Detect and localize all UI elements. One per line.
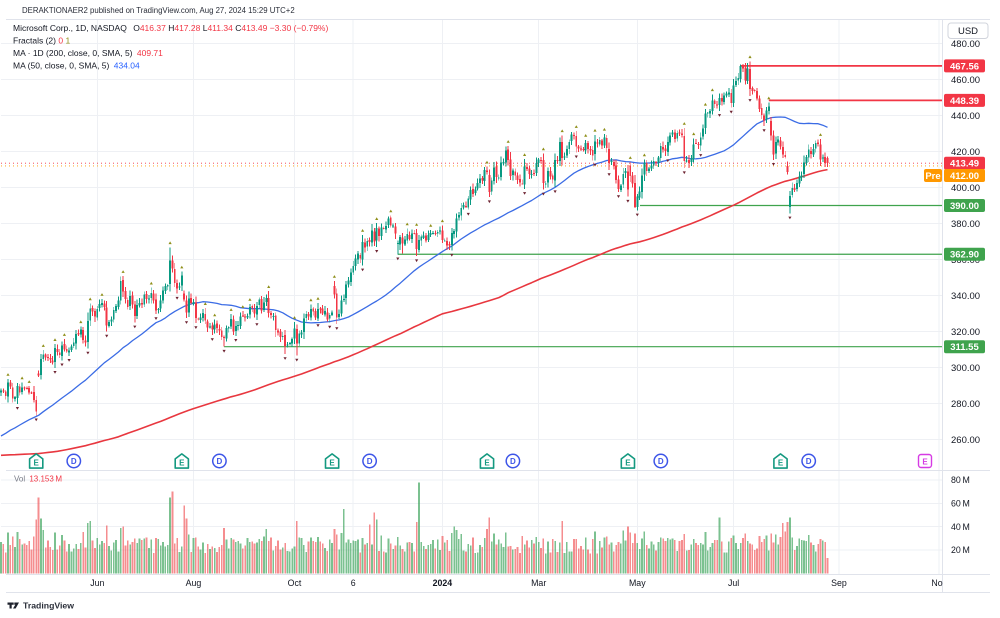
svg-text:D: D [510, 457, 516, 466]
svg-text:300.00: 300.00 [951, 363, 980, 374]
svg-text:E: E [778, 459, 784, 468]
svg-text:E: E [625, 459, 631, 468]
svg-text:320.00: 320.00 [951, 327, 980, 338]
svg-text:DERAKTIONAER2 published on Tra: DERAKTIONAER2 published on TradingView.c… [22, 6, 295, 15]
svg-text:Mar: Mar [531, 578, 546, 588]
svg-text:420.00: 420.00 [951, 147, 980, 158]
svg-text:6: 6 [351, 578, 356, 588]
svg-text:Pre: Pre [925, 171, 940, 182]
svg-text:Vol 13.153 M: Vol 13.153 M [14, 475, 62, 484]
svg-text:D: D [71, 457, 77, 466]
svg-text:E: E [922, 458, 928, 467]
svg-text:Aug: Aug [186, 578, 202, 588]
svg-text:390.00: 390.00 [950, 201, 979, 212]
svg-text:MA (50, close, 0, SMA, 5) 434.: MA (50, close, 0, SMA, 5) 434.04 [13, 61, 140, 71]
svg-text:40 M: 40 M [951, 522, 970, 532]
svg-text:340.00: 340.00 [951, 291, 980, 302]
svg-text:2024: 2024 [433, 578, 453, 588]
svg-text:D: D [217, 457, 223, 466]
svg-text:448.39: 448.39 [950, 96, 979, 107]
svg-text:E: E [34, 459, 40, 468]
svg-text:412.00: 412.00 [950, 171, 979, 182]
svg-text:E: E [329, 459, 335, 468]
svg-text:460.00: 460.00 [951, 75, 980, 86]
svg-text:D: D [367, 457, 373, 466]
svg-text:480.00: 480.00 [951, 39, 980, 50]
svg-text:80 M: 80 M [951, 475, 970, 485]
svg-text:400.00: 400.00 [951, 183, 980, 194]
svg-text:Fractals (2) 0 1: Fractals (2) 0 1 [13, 36, 70, 46]
svg-text:E: E [179, 459, 185, 468]
svg-text:Oct: Oct [288, 578, 302, 588]
svg-text:Sep: Sep [831, 578, 847, 588]
svg-text:440.00: 440.00 [951, 111, 980, 122]
svg-text:May: May [629, 578, 646, 588]
svg-text:467.56: 467.56 [950, 61, 979, 72]
svg-text:311.55: 311.55 [950, 342, 979, 353]
svg-text:362.90: 362.90 [950, 250, 979, 261]
svg-text:Microsoft Corp., 1D, NASDAQ O4: Microsoft Corp., 1D, NASDAQ O416.37 H417… [13, 23, 328, 33]
svg-text:280.00: 280.00 [951, 399, 980, 410]
svg-text:E: E [484, 459, 490, 468]
svg-text:D: D [806, 457, 812, 466]
svg-text:380.00: 380.00 [951, 219, 980, 230]
svg-text:413.49: 413.49 [950, 159, 979, 170]
svg-text:D: D [658, 457, 664, 466]
svg-text:Jul: Jul [728, 578, 739, 588]
svg-text:60 M: 60 M [951, 499, 970, 509]
svg-text:USD: USD [958, 26, 978, 37]
svg-text:TradingView: TradingView [23, 601, 74, 611]
svg-text:260.00: 260.00 [951, 435, 980, 446]
svg-text:20 M: 20 M [951, 545, 970, 555]
svg-text:MA · 1D (200, close, 0, SMA, 5: MA · 1D (200, close, 0, SMA, 5) 409.71 [13, 48, 163, 58]
svg-text:No: No [931, 578, 942, 588]
svg-text:Jun: Jun [90, 578, 104, 588]
